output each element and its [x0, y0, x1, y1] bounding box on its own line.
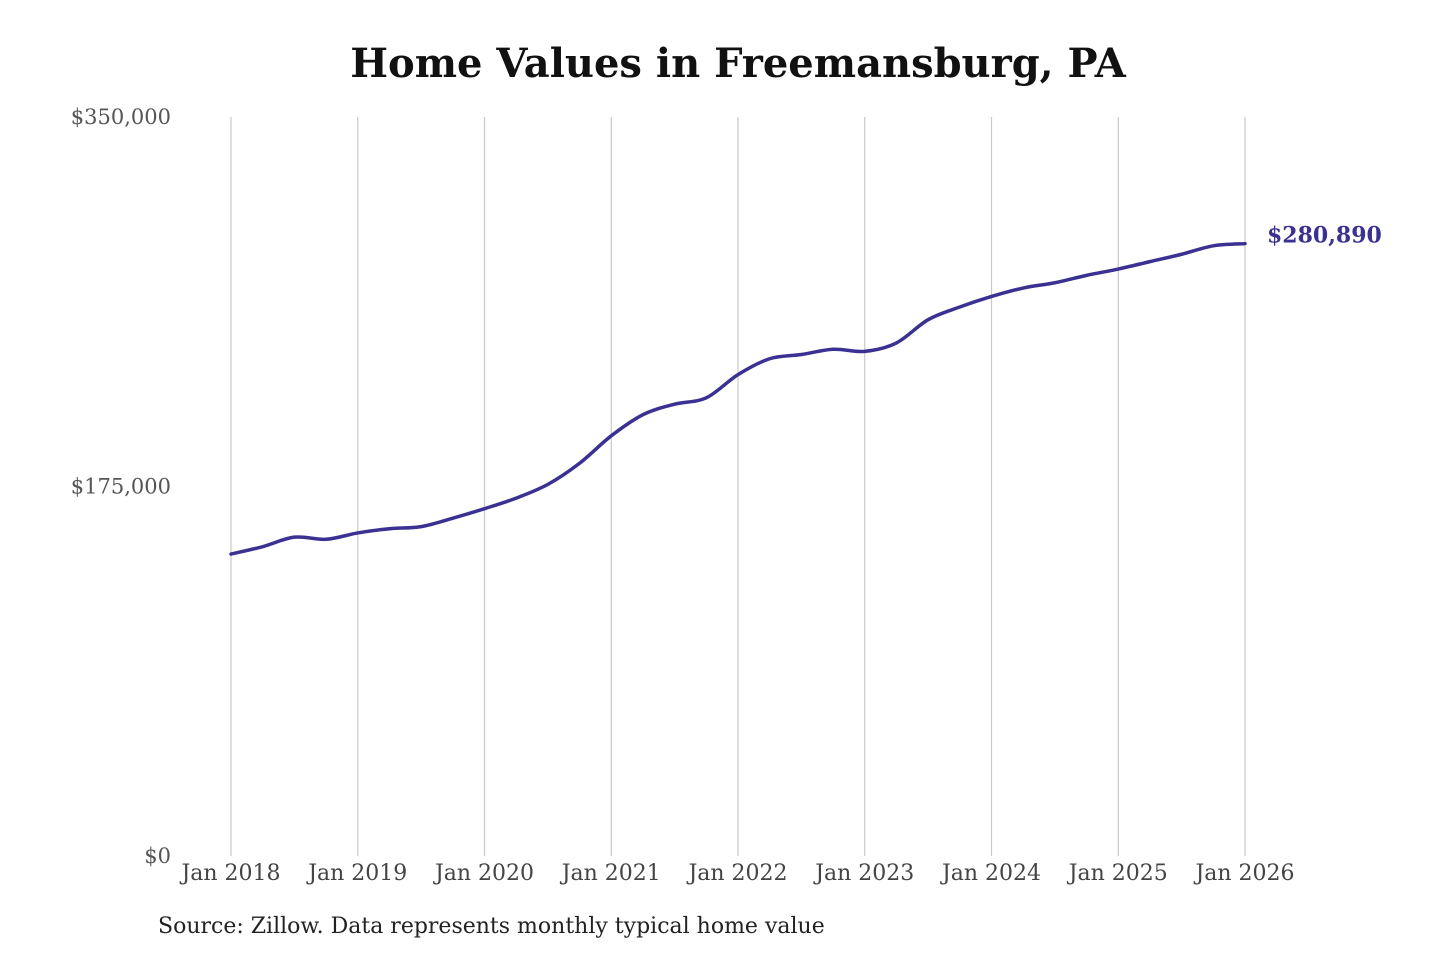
x-tick-label: Jan 2021 [560, 861, 661, 886]
source-note: Source: Zillow. Data represents monthly … [158, 914, 825, 939]
x-tick-label: Jan 2024 [940, 861, 1041, 886]
x-tick-label: Jan 2020 [433, 861, 534, 886]
x-tick-label: Jan 2022 [686, 861, 787, 886]
series-lines [229, 241, 1247, 556]
chart-title: Home Values in Freemansburg, PA [350, 40, 1126, 87]
x-tick-label: Jan 2019 [306, 861, 407, 886]
x-tick-label: Jan 2018 [179, 861, 280, 886]
x-tick-label: Jan 2023 [813, 861, 914, 886]
series-end-labels: $280,890 [1267, 223, 1382, 249]
end-value-label: $280,890 [1267, 223, 1382, 249]
home-value-line [229, 241, 1247, 556]
y-tick-label: $0 [144, 844, 171, 868]
vertical-gridlines [230, 117, 1246, 856]
y-axis-tick-labels: $0 $175,000 $350,000 [71, 105, 171, 868]
x-axis-tick-labels: Jan 2018 Jan 2019 Jan 2020 Jan 2021 Jan 2022… [179, 861, 1294, 886]
x-tick-label: Jan 2026 [1193, 861, 1294, 886]
y-tick-label: $350,000 [71, 105, 171, 129]
y-tick-label: $175,000 [71, 475, 171, 499]
x-tick-label: Jan 2025 [1067, 861, 1168, 886]
